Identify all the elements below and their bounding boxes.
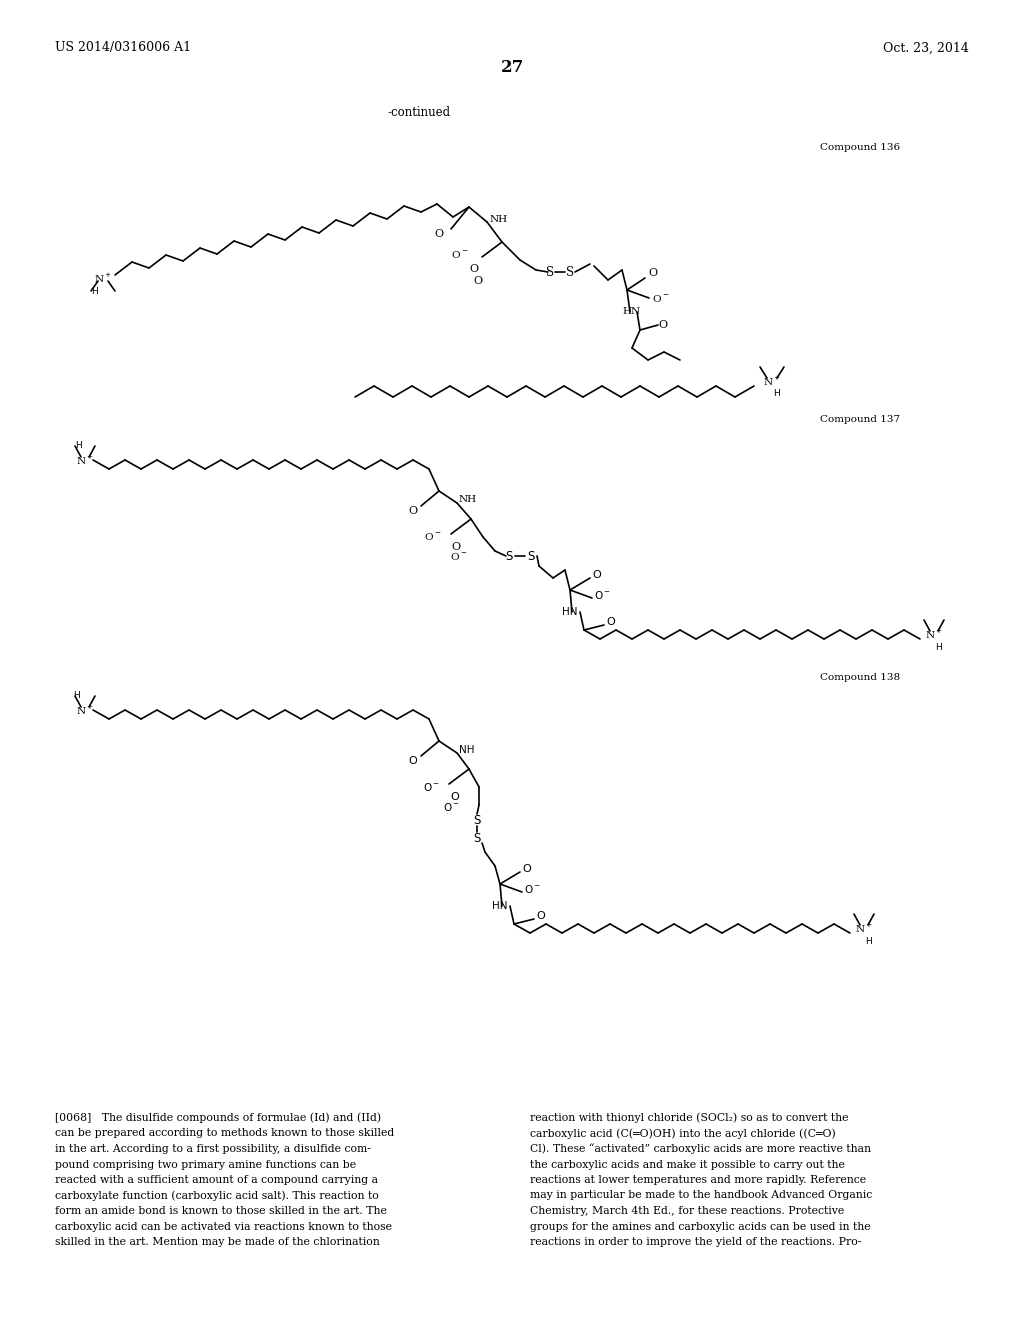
Text: O: O [592, 570, 601, 579]
Text: the carboxylic acids and make it possible to carry out the: the carboxylic acids and make it possibl… [530, 1159, 845, 1170]
Text: S: S [473, 813, 480, 826]
Text: carboxylic acid can be activated via reactions known to those: carboxylic acid can be activated via rea… [55, 1221, 392, 1232]
Text: Oct. 23, 2014: Oct. 23, 2014 [883, 41, 969, 54]
Text: H: H [935, 643, 941, 652]
Text: O: O [469, 264, 478, 275]
Text: O$^-$: O$^-$ [423, 781, 439, 793]
Text: O$^-$: O$^-$ [652, 293, 670, 304]
Text: Compound 137: Compound 137 [820, 416, 900, 425]
Text: skilled in the art. Mention may be made of the chlorination: skilled in the art. Mention may be made … [55, 1237, 380, 1247]
Text: O: O [536, 911, 545, 921]
Text: O$^-$: O$^-$ [451, 552, 468, 562]
Text: H: H [75, 441, 81, 450]
Text: reaction with thionyl chloride (SOCl₂) so as to convert the: reaction with thionyl chloride (SOCl₂) s… [530, 1113, 849, 1123]
Text: N$^+$: N$^+$ [76, 704, 94, 717]
Text: O$^-$: O$^-$ [594, 589, 611, 601]
Text: Compound 138: Compound 138 [820, 673, 900, 682]
Text: carboxylic acid (C(═O)OH) into the acyl chloride ((C═O): carboxylic acid (C(═O)OH) into the acyl … [530, 1129, 836, 1139]
Text: NH: NH [490, 214, 508, 223]
Text: reactions at lower temperatures and more rapidly. Reference: reactions at lower temperatures and more… [530, 1175, 866, 1185]
Text: H: H [773, 389, 779, 399]
Text: S: S [505, 549, 513, 562]
Text: reactions in order to improve the yield of the reactions. Pro-: reactions in order to improve the yield … [530, 1237, 861, 1247]
Text: US 2014/0316006 A1: US 2014/0316006 A1 [55, 41, 191, 54]
Text: O: O [434, 228, 443, 239]
Text: Cl). These “activated” carboxylic acids are more reactive than: Cl). These “activated” carboxylic acids … [530, 1143, 871, 1155]
Text: O$^-$: O$^-$ [524, 883, 541, 895]
Text: -continued: -continued [388, 106, 452, 119]
Text: H: H [864, 936, 871, 945]
Text: Chemistry, March 4th Ed., for these reactions. Protective: Chemistry, March 4th Ed., for these reac… [530, 1206, 844, 1216]
Text: S: S [527, 549, 535, 562]
Text: form an amide bond is known to those skilled in the art. The: form an amide bond is known to those ski… [55, 1206, 387, 1216]
Text: N$^+$: N$^+$ [855, 921, 873, 935]
Text: O: O [606, 616, 614, 627]
Text: groups for the amines and carboxylic acids can be used in the: groups for the amines and carboxylic aci… [530, 1221, 870, 1232]
Text: Compound 136: Compound 136 [820, 144, 900, 153]
Text: may in particular be made to the handbook Advanced Organic: may in particular be made to the handboo… [530, 1191, 872, 1200]
Text: [0068]   The disulfide compounds of formulae (Id) and (IId): [0068] The disulfide compounds of formul… [55, 1113, 381, 1123]
Text: O: O [409, 756, 418, 766]
Text: 27: 27 [501, 59, 523, 77]
Text: O: O [522, 865, 530, 874]
Text: N$^+$: N$^+$ [763, 375, 781, 388]
Text: S: S [473, 832, 480, 845]
Text: HN: HN [562, 607, 578, 616]
Text: HN: HN [492, 902, 508, 911]
Text: S: S [566, 265, 574, 279]
Text: HN: HN [622, 308, 640, 317]
Text: O: O [452, 543, 461, 552]
Text: can be prepared according to methods known to those skilled: can be prepared according to methods kno… [55, 1129, 394, 1138]
Text: O: O [451, 792, 460, 803]
Text: O$^-$: O$^-$ [442, 801, 460, 813]
Text: in the art. According to a first possibility, a disulfide com-: in the art. According to a first possibi… [55, 1144, 371, 1154]
Text: O$^-$: O$^-$ [452, 249, 469, 260]
Text: N$^+$: N$^+$ [76, 454, 94, 466]
Text: N$^+$: N$^+$ [94, 272, 112, 285]
Text: O: O [473, 276, 482, 286]
Text: O: O [409, 506, 418, 516]
Text: H: H [91, 286, 98, 296]
Text: carboxylate function (carboxylic acid salt). This reaction to: carboxylate function (carboxylic acid sa… [55, 1191, 379, 1201]
Text: O: O [658, 319, 667, 330]
Text: O$^-$: O$^-$ [424, 532, 441, 543]
Text: NH: NH [459, 744, 474, 755]
Text: O: O [648, 268, 657, 279]
Text: pound comprising two primary amine functions can be: pound comprising two primary amine funct… [55, 1159, 356, 1170]
Text: N$^+$: N$^+$ [925, 627, 943, 640]
Text: S: S [546, 265, 554, 279]
Text: H: H [74, 690, 80, 700]
Text: reacted with a sufficient amount of a compound carrying a: reacted with a sufficient amount of a co… [55, 1175, 378, 1185]
Text: NH: NH [459, 495, 477, 504]
